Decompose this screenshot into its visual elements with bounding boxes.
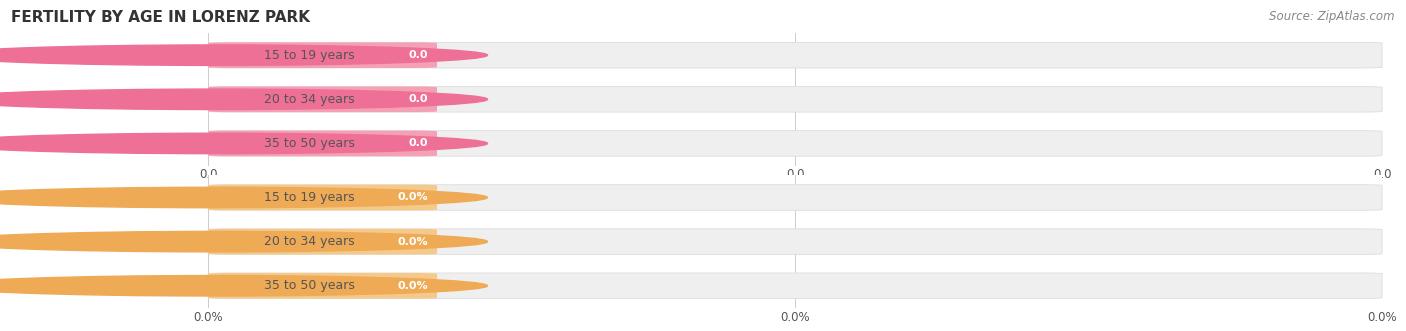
FancyBboxPatch shape [208, 229, 437, 255]
FancyBboxPatch shape [208, 42, 437, 68]
Circle shape [0, 187, 488, 208]
Circle shape [0, 89, 488, 110]
FancyBboxPatch shape [208, 131, 437, 156]
Circle shape [0, 231, 488, 252]
Text: FERTILITY BY AGE IN LORENZ PARK: FERTILITY BY AGE IN LORENZ PARK [11, 10, 311, 25]
FancyBboxPatch shape [208, 273, 437, 299]
FancyBboxPatch shape [208, 86, 437, 112]
Circle shape [0, 45, 488, 66]
Circle shape [0, 133, 488, 154]
Text: 0.0%: 0.0% [396, 237, 427, 247]
Text: 35 to 50 years: 35 to 50 years [264, 279, 356, 292]
FancyBboxPatch shape [208, 273, 1382, 299]
FancyBboxPatch shape [208, 86, 1382, 112]
Text: 35 to 50 years: 35 to 50 years [264, 137, 356, 150]
Text: 0.0%: 0.0% [396, 193, 427, 203]
Text: 15 to 19 years: 15 to 19 years [264, 191, 356, 204]
Text: 20 to 34 years: 20 to 34 years [264, 235, 356, 248]
FancyBboxPatch shape [208, 131, 1382, 156]
Text: 0.0: 0.0 [408, 50, 427, 60]
Text: 15 to 19 years: 15 to 19 years [264, 49, 356, 62]
FancyBboxPatch shape [208, 185, 437, 210]
Text: 0.0: 0.0 [408, 138, 427, 148]
Text: Source: ZipAtlas.com: Source: ZipAtlas.com [1270, 10, 1395, 23]
Text: 0.0%: 0.0% [396, 281, 427, 291]
FancyBboxPatch shape [208, 229, 1382, 255]
FancyBboxPatch shape [208, 42, 1382, 68]
Circle shape [0, 275, 488, 296]
Text: 0.0: 0.0 [408, 94, 427, 104]
FancyBboxPatch shape [208, 185, 1382, 210]
Text: 20 to 34 years: 20 to 34 years [264, 93, 356, 106]
